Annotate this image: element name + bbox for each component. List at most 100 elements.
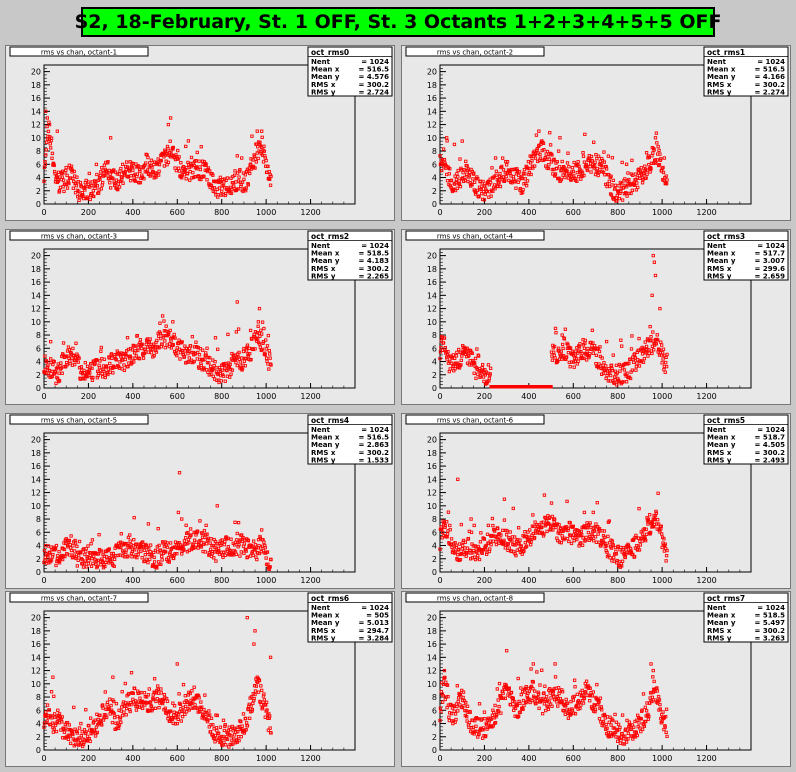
data-point [194, 540, 199, 544]
data-point [469, 726, 474, 730]
data-point [234, 360, 238, 365]
data-point [148, 709, 152, 713]
x-tick-label: 600 [170, 208, 185, 217]
data-point [551, 528, 555, 532]
data-point [230, 724, 235, 729]
data-point [456, 699, 460, 704]
data-point [513, 706, 518, 711]
data-point [458, 184, 463, 189]
data-point [523, 177, 527, 181]
data-point [98, 177, 102, 181]
data-point [602, 541, 606, 545]
data-point [241, 536, 245, 540]
data-point [443, 524, 447, 528]
data-point [208, 547, 213, 552]
data-point [171, 701, 175, 705]
data-point [184, 710, 189, 714]
data-point [81, 742, 86, 747]
plot-area [43, 610, 356, 751]
x-tick-label: 200 [81, 208, 96, 217]
data-point [204, 711, 209, 715]
data-point [176, 166, 181, 170]
x-tick-label: 600 [566, 392, 581, 401]
data-point [176, 717, 180, 721]
stats-value: = 2.265 [359, 272, 390, 280]
data-point [75, 731, 79, 735]
data-point [455, 558, 459, 562]
data-point [67, 356, 71, 360]
data-point [213, 360, 217, 364]
data-point-outlier [260, 129, 264, 133]
data-point [610, 156, 615, 160]
data-point [99, 563, 103, 567]
data-point [157, 705, 161, 710]
data-point [590, 534, 595, 538]
stats-label: RMS x [707, 265, 732, 273]
data-point [139, 690, 143, 695]
data-point [445, 532, 450, 536]
data-point [454, 546, 459, 550]
data-point [268, 356, 272, 360]
data-point [154, 175, 158, 179]
data-point [494, 173, 498, 177]
data-point [655, 141, 659, 145]
data-point [43, 162, 47, 167]
data-point [652, 348, 656, 352]
data-point [648, 530, 653, 535]
data-point [113, 353, 117, 357]
data-point [180, 340, 184, 344]
data-point [662, 537, 666, 541]
data-point [144, 161, 148, 165]
data-point [476, 717, 480, 721]
data-point [264, 158, 268, 163]
y-tick-label: 0 [432, 746, 437, 755]
data-point [140, 706, 145, 710]
chart-title-box: rms vs chan, octant-1 [9, 46, 149, 57]
data-point [597, 362, 601, 366]
data-point [480, 551, 484, 555]
data-point [175, 353, 179, 358]
data-point [489, 543, 493, 547]
data-point [59, 361, 63, 365]
data-point [220, 743, 224, 748]
data-point [156, 527, 160, 531]
chart-title: rms vs chan, octant-1 [41, 49, 117, 57]
data-point [478, 374, 483, 378]
data-point [591, 351, 595, 355]
data-point [136, 164, 140, 168]
data-point [584, 679, 589, 683]
data-point [543, 684, 547, 688]
data-point [51, 730, 55, 734]
y-tick-label: 12 [427, 667, 437, 676]
data-point [184, 704, 188, 709]
data-point [106, 160, 110, 164]
data-point [482, 537, 487, 541]
data-point [48, 142, 52, 146]
data-point [530, 159, 534, 163]
data-point [79, 551, 83, 555]
data-point [545, 698, 550, 702]
data-point [536, 695, 540, 699]
data-point [637, 364, 642, 368]
data-point [611, 543, 615, 547]
data-point [235, 154, 239, 158]
data-point [214, 366, 218, 370]
data-point [116, 179, 121, 184]
stats-label: RMS y [311, 634, 336, 642]
data-point [632, 183, 637, 187]
data-point [607, 369, 611, 373]
data-point [128, 179, 133, 183]
stats-value: = 4.505 [755, 441, 786, 449]
data-point [77, 198, 81, 203]
x-tick-label: 600 [170, 576, 185, 585]
data-point [512, 708, 516, 712]
data-point [132, 516, 136, 520]
data-point [96, 371, 101, 375]
data-point [628, 376, 633, 381]
data-point [189, 360, 193, 364]
chart-title-frame [405, 414, 545, 425]
data-point [266, 562, 270, 566]
data-point-outlier [171, 320, 175, 324]
data-point [242, 177, 246, 182]
